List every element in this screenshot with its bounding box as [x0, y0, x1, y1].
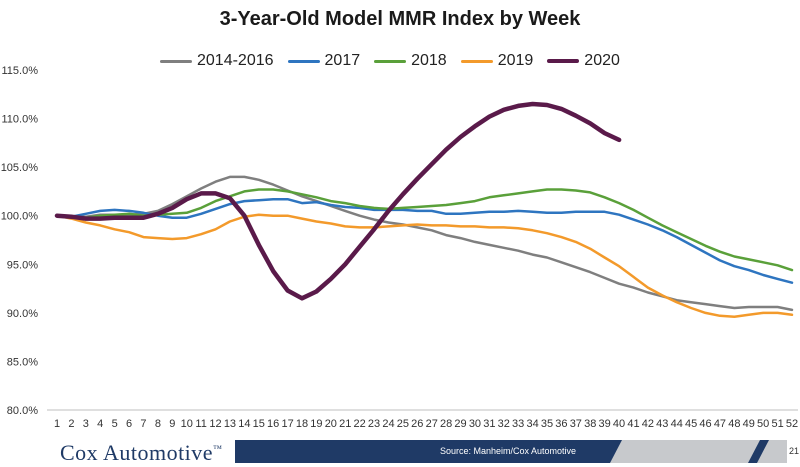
legend-item-2017: 2017	[287, 52, 361, 70]
x-tick-label: 12	[209, 418, 221, 430]
x-tick-label: 29	[454, 418, 466, 430]
x-tick-label: 4	[97, 418, 103, 430]
legend-swatch	[547, 58, 580, 64]
x-tick-label: 3	[83, 418, 89, 430]
series-line-2020	[54, 101, 622, 301]
x-tick-label: 15	[253, 418, 265, 430]
x-tick-label: 48	[728, 418, 740, 430]
x-tick-label: 42	[642, 418, 654, 430]
x-tick-label: 40	[613, 418, 625, 430]
y-tick-label: 95.0%	[7, 259, 38, 271]
legend-item-2018: 2018	[374, 52, 447, 70]
legend-swatch	[287, 59, 320, 63]
x-tick-label: 18	[296, 418, 308, 430]
x-tick-label: 6	[126, 418, 132, 430]
x-tick-label: 46	[699, 418, 711, 430]
x-tick-label: 37	[570, 418, 582, 430]
legend-item-2019: 2019	[460, 52, 534, 70]
x-tick-label: 10	[181, 418, 193, 430]
y-tick-label: 90.0%	[7, 308, 38, 320]
x-tick-label: 25	[397, 418, 409, 430]
x-tick-label: 20	[325, 418, 337, 430]
x-tick-label: 49	[743, 418, 755, 430]
x-tick-label: 21	[339, 418, 351, 430]
x-tick-label: 43	[656, 418, 668, 430]
x-tick-label: 28	[440, 418, 452, 430]
chart-plot-area: 80.0%85.0%90.0%95.0%100.0%105.0%110.0%11…	[1, 65, 798, 430]
x-tick-label: 34	[526, 418, 538, 430]
x-tick-label: 30	[469, 418, 481, 430]
x-tick-label: 50	[757, 418, 769, 430]
legend-label: 2020	[584, 52, 620, 69]
x-tick-label: 31	[483, 418, 495, 430]
y-tick-label: 100.0%	[1, 211, 39, 223]
series-line-2017	[55, 197, 794, 284]
x-tick-label: 44	[671, 418, 683, 430]
x-tick-label: 47	[714, 418, 726, 430]
series-line-2018	[55, 188, 794, 272]
brand-name: Cox Automotive	[60, 440, 214, 465]
x-tick-label: 51	[771, 418, 783, 430]
y-tick-label: 105.0%	[1, 162, 39, 174]
y-tick-label: 110.0%	[2, 114, 39, 126]
x-tick-label: 27	[426, 418, 438, 430]
x-tick-label: 8	[155, 418, 161, 430]
legend-swatch	[460, 59, 493, 63]
x-tick-label: 35	[541, 418, 553, 430]
x-tick-label: 5	[112, 418, 118, 430]
x-tick-label: 11	[195, 418, 206, 430]
x-tick-label: 41	[627, 418, 639, 430]
y-tick-label: 115.0%	[2, 65, 39, 77]
series-line-2019	[55, 213, 794, 318]
x-tick-label: 52	[786, 418, 798, 430]
x-tick-label: 26	[411, 418, 423, 430]
legend-label: 2018	[411, 52, 447, 69]
x-tick-label: 32	[498, 418, 510, 430]
x-tick-label: 2	[68, 418, 74, 430]
y-tick-label: 80.0%	[7, 405, 38, 417]
cox-automotive-logo: Cox Automotive™	[60, 440, 222, 466]
x-tick-label: 22	[354, 418, 366, 430]
x-tick-label: 1	[54, 418, 60, 430]
legend-label: 2017	[324, 52, 361, 69]
x-tick-label: 13	[224, 418, 236, 430]
y-tick-label: 85.0%	[7, 356, 38, 368]
legend-item-2020: 2020	[547, 52, 620, 70]
x-tick-label: 36	[555, 418, 567, 430]
legend-item-2014-2016: 2014-2016	[160, 52, 274, 70]
x-tick-label: 17	[281, 418, 293, 430]
x-tick-label: 23	[368, 418, 380, 430]
chart-legend: 2014-2016 2017 2018 2019 2020	[160, 50, 620, 72]
x-tick-label: 33	[512, 418, 524, 430]
chart-title: 3-Year-Old Model MMR Index by Week	[219, 8, 581, 30]
x-tick-label: 38	[584, 418, 596, 430]
x-tick-label: 9	[169, 418, 175, 430]
footer: Cox Automotive™ Source: Manheim/Cox Auto…	[0, 436, 800, 467]
legend-label: 2014-2016	[197, 52, 274, 69]
brand-trademark: ™	[213, 443, 223, 454]
legend-swatch	[374, 59, 407, 63]
x-tick-label: 14	[238, 418, 250, 430]
x-tick-label: 45	[685, 418, 697, 430]
page-number: 21	[789, 446, 800, 456]
footer-accent-shape	[610, 440, 760, 463]
x-tick-label: 39	[599, 418, 611, 430]
x-tick-label: 24	[382, 418, 394, 430]
x-tick-label: 16	[267, 418, 279, 430]
source-note: Source: Manheim/Cox Automotive	[440, 446, 577, 456]
series-line-2014-2016	[55, 175, 794, 312]
x-tick-label: 19	[310, 418, 322, 430]
legend-swatch	[160, 59, 192, 63]
legend-label: 2019	[497, 52, 534, 69]
x-tick-label: 7	[140, 418, 146, 430]
